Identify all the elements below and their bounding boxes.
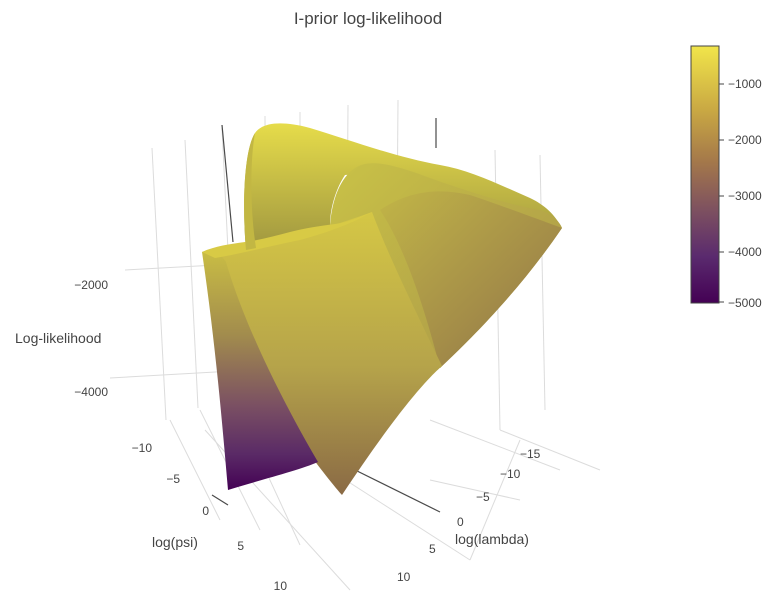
y-axis-ticks: −15 −10 −5 0 5 10 — [397, 447, 541, 584]
x-axis-title: log(psi) — [152, 534, 198, 550]
grid-line — [151, 147, 167, 421]
surface-left-edge — [202, 212, 372, 258]
grid-line — [539, 154, 546, 411]
grid-line — [499, 429, 601, 471]
z-axis-line-left — [221, 124, 234, 243]
y-tick-label: 10 — [397, 570, 411, 584]
x-tick-label: −5 — [166, 472, 180, 486]
y-tick-label: 0 — [457, 515, 464, 529]
colorbar-gradient — [690, 45, 720, 304]
x-axis-line — [211, 494, 229, 506]
x-axis-ticks: −10 −5 0 5 10 — [132, 441, 288, 593]
surface-left-cap — [244, 133, 256, 250]
grid-line — [169, 419, 221, 521]
z-axis-ticks: −2000 −4000 — [74, 278, 108, 399]
z-axis-title: Log-likelihood — [15, 330, 101, 346]
y-tick-label: −10 — [500, 467, 521, 481]
surface-right-face — [380, 191, 562, 368]
colorbar-tick-label: −1000 — [728, 77, 762, 91]
grid-line — [469, 439, 521, 561]
colorbar: −1000 −2000 −3000 −4000 −5000 — [690, 45, 762, 310]
y-axis-line — [344, 464, 441, 513]
x-tick-label: −10 — [132, 441, 153, 455]
colorbar-tick-label: −3000 — [728, 189, 762, 203]
z-tick-label: −2000 — [74, 278, 108, 292]
surface-front-plane — [215, 212, 442, 495]
grid-line — [329, 469, 471, 561]
x-tick-label: 5 — [237, 539, 244, 553]
y-tick-label: 5 — [429, 542, 436, 556]
x-tick-label: 0 — [202, 504, 209, 518]
y-tick-label: −15 — [520, 447, 541, 461]
y-tick-label: −5 — [476, 490, 490, 504]
chart-title: I-prior log-likelihood — [294, 9, 442, 28]
grid-line — [184, 139, 199, 409]
y-axis-title: log(lambda) — [455, 531, 529, 547]
grid-line — [429, 479, 521, 501]
surface-back-hump — [244, 123, 562, 250]
axis-lines — [211, 118, 441, 513]
colorbar-tick-label: −2000 — [728, 133, 762, 147]
x-tick-label: 10 — [274, 579, 288, 593]
surface-plot — [202, 123, 562, 495]
grid-line — [429, 419, 561, 471]
surface-left-face — [202, 251, 318, 490]
colorbar-tick-label: −5000 — [728, 296, 762, 310]
z-tick-label: −4000 — [74, 385, 108, 399]
colorbar-tick-label: −4000 — [728, 245, 762, 259]
